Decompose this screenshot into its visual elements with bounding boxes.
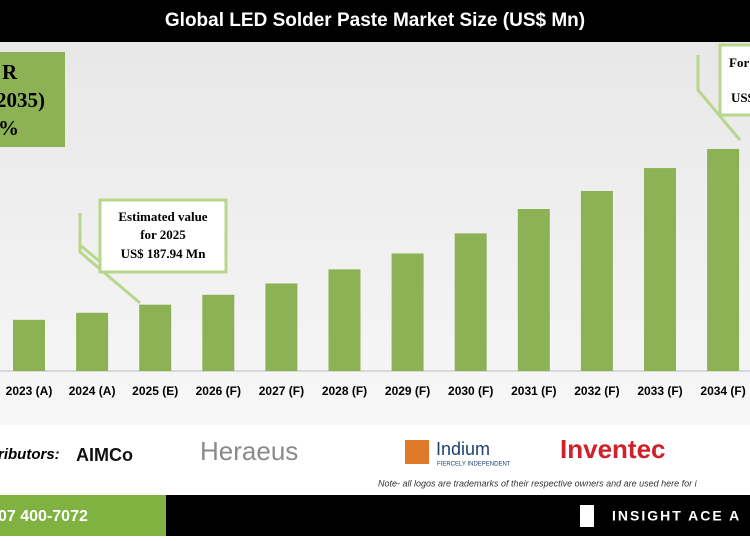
logo: Indium: [436, 439, 490, 459]
x-tick-label: 2025 (E): [132, 384, 178, 398]
logo: FIERCELY INDEPENDENT: [437, 462, 511, 468]
bar: [76, 312, 109, 371]
forecast-box: [718, 43, 750, 117]
title-bar: [0, 0, 750, 42]
forecast-text: US$: [731, 90, 750, 105]
estimate-text: Estimated value: [118, 209, 207, 224]
bar: [265, 283, 298, 371]
x-tick-label: 2028 (F): [322, 384, 367, 398]
x-tick-label: 2033 (F): [637, 384, 682, 398]
cagr-box: [0, 52, 65, 147]
bar: [517, 209, 550, 371]
chart-title: Global LED Solder Paste Market Size (US$…: [165, 10, 585, 31]
x-tick-label: 2023 (A): [6, 384, 53, 398]
x-tick-label: 2030 (F): [448, 384, 493, 398]
x-tick-label: 2027 (F): [259, 384, 304, 398]
cagr-text: %: [0, 116, 19, 140]
callout-line: [78, 213, 105, 267]
x-tick-label: 2026 (F): [196, 384, 241, 398]
logo-icon: [405, 440, 429, 464]
forecast-text: For: [729, 55, 749, 70]
footer-phone-box: [0, 495, 166, 536]
bar: [644, 168, 676, 371]
x-tick-label: 2031 (F): [511, 384, 556, 398]
bar: [139, 304, 172, 371]
x-tick-label: 2034 (F): [700, 384, 745, 398]
logo: Inventec: [560, 434, 666, 464]
logo: AIMCo: [76, 445, 133, 465]
footer-brand: INSIGHT ACE A: [612, 508, 741, 524]
bar: [13, 319, 45, 371]
estimate-text: US$ 187.94 Mn: [121, 246, 207, 261]
bar: [454, 233, 487, 371]
bar: [328, 269, 361, 371]
estimate-box: [98, 198, 228, 274]
distributors-label: ributors:: [0, 446, 60, 463]
cagr-text: R: [2, 60, 18, 84]
bar: [707, 149, 740, 371]
bar: [202, 294, 235, 371]
bar: [391, 253, 424, 371]
estimate-text: for 2025: [140, 227, 186, 242]
x-tick-label: 2029 (F): [385, 384, 430, 398]
x-tick-label: 2024 (A): [69, 384, 116, 398]
brand-icon: [580, 505, 594, 527]
x-tick-label: 2032 (F): [574, 384, 619, 398]
footer-phone: 07 400-7072: [0, 508, 88, 525]
note: Note- all logos are trademarks of their …: [378, 478, 698, 488]
bar: [580, 191, 613, 371]
logo: Heraeus: [200, 436, 298, 466]
callout-line: [696, 55, 742, 141]
logo-band: [0, 425, 750, 495]
cagr-text: 2035): [0, 88, 45, 112]
